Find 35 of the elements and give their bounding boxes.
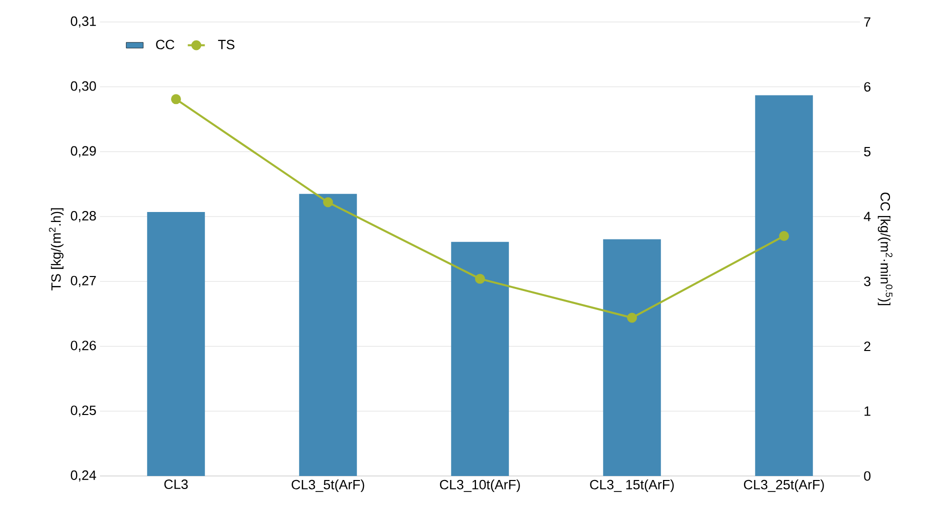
y-tick-label: 0,29 xyxy=(70,146,96,158)
bar xyxy=(451,242,509,476)
y-tick-label: 0,31 xyxy=(70,16,96,28)
point xyxy=(627,312,637,323)
y2-tick-label: 4 xyxy=(864,212,871,222)
bar xyxy=(299,194,357,476)
y2-tick-label: 2 xyxy=(864,342,870,351)
y2-tick-label: 1 xyxy=(864,406,870,416)
bar xyxy=(755,95,813,476)
y2-tick-label: 0 xyxy=(864,471,870,481)
y-tick-label: 0,24 xyxy=(70,470,96,482)
x-tick-label: CL3_ 15t(ArF) xyxy=(590,480,674,492)
y-tick-label: 0,27 xyxy=(70,276,96,287)
y-axis-title: TS [kg/(m$^{2}$.h)] xyxy=(48,208,64,290)
x-tick-label: CL3_10t(ArF) xyxy=(440,480,520,492)
y2-tick-label: 6 xyxy=(864,82,870,92)
legend-label: TS xyxy=(218,40,234,50)
x-tick-label: CL3_25t(ArF) xyxy=(744,480,824,492)
point xyxy=(171,94,181,104)
bar xyxy=(603,239,661,476)
y2-tick-label: 3 xyxy=(864,276,870,286)
point xyxy=(323,197,333,208)
legend-label: CC xyxy=(156,40,174,50)
point xyxy=(475,274,485,284)
point xyxy=(779,231,789,241)
y-tick-label: 0,25 xyxy=(70,406,96,417)
y-tick-label: 0,26 xyxy=(70,340,96,352)
x-tick-label: CL3_5t(ArF) xyxy=(292,480,364,492)
y-tick-label: 0,30 xyxy=(70,81,96,92)
bar xyxy=(147,212,205,476)
x-tick-label: CL3 xyxy=(164,480,188,490)
y2-axis-title: CC [kg/(m$^{2}$·min$^{0.5}$)] xyxy=(878,192,892,306)
y2-tick-label: 5 xyxy=(864,147,870,156)
y-tick-label: 0,28 xyxy=(70,211,96,222)
y2-tick-label: 7 xyxy=(864,17,870,27)
